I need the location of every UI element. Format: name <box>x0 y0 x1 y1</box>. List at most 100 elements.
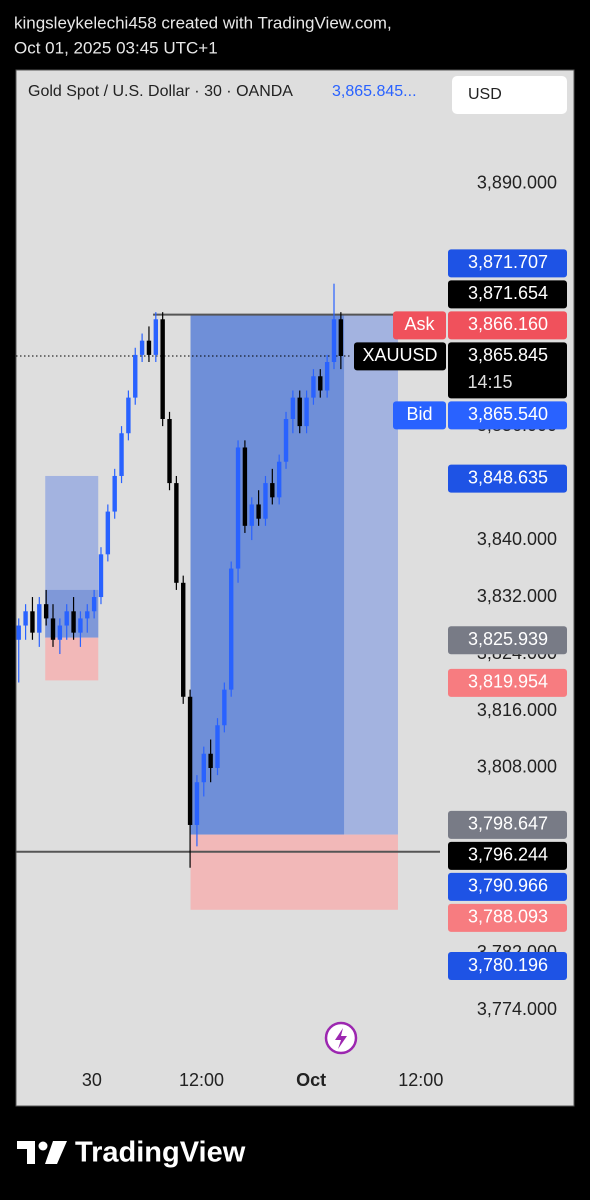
candle-body <box>105 511 111 555</box>
candle-body <box>57 625 63 640</box>
position-box <box>190 314 345 835</box>
price-tag-label: 3,819.954 <box>468 672 548 692</box>
price-tag-label: 3,788.093 <box>468 907 548 927</box>
last-price: 3,865.845... <box>332 83 417 100</box>
price-tag <box>448 401 567 430</box>
candle-body <box>30 611 35 633</box>
price-tag <box>448 810 567 839</box>
candle-body <box>78 618 83 633</box>
x-tick-label: 30 <box>82 1070 102 1090</box>
author-line: kingsleykelechi458 created with TradingV… <box>14 13 392 32</box>
tag-box <box>393 401 446 430</box>
logo-mark <box>45 1141 67 1164</box>
candle-body <box>311 376 316 398</box>
candle-body <box>85 611 90 619</box>
candle-body <box>256 504 261 519</box>
price-tag-label: 3,780.196 <box>468 955 548 975</box>
candle-body <box>263 483 268 519</box>
candle-body <box>331 319 337 363</box>
price-tag <box>448 668 567 697</box>
price-tag-label: 3,865.845 <box>468 345 548 365</box>
price-tag-label: 3,848.635 <box>468 467 548 487</box>
candle-body <box>290 397 296 419</box>
price-tag-label: 3,825.939 <box>468 629 548 649</box>
y-tick-label: 3,840.000 <box>477 529 557 549</box>
candle-body <box>304 397 309 427</box>
brand: TradingView <box>75 1137 246 1169</box>
price-tag <box>448 903 567 932</box>
candle-body <box>119 433 124 476</box>
candle-body <box>174 483 179 583</box>
candle-body <box>283 418 289 462</box>
candle-body <box>139 340 145 355</box>
candle-body <box>201 753 206 783</box>
price-tag-label: 3,798.647 <box>468 814 548 834</box>
tag-label: XAUUSD <box>362 345 437 365</box>
x-tick-label: Oct <box>296 1070 326 1090</box>
candle-body <box>222 689 227 726</box>
price-tag <box>448 626 567 655</box>
candle-body <box>318 376 323 391</box>
position-box <box>190 834 398 910</box>
candle-body <box>181 582 186 697</box>
plot: 3012:00Oct12:003,890.0003,856.0003,840.0… <box>16 173 567 1090</box>
price-tag <box>448 280 567 309</box>
candle-body <box>98 554 104 598</box>
y-tick-label: 3,816.000 <box>477 700 557 720</box>
candle-body <box>235 447 241 569</box>
candle-body <box>153 319 159 355</box>
price-tag-label: 3,866.160 <box>468 314 548 334</box>
candle-body <box>146 340 152 355</box>
candle-body <box>215 725 220 768</box>
price-tag <box>448 841 567 870</box>
y-tick-label: 3,808.000 <box>477 757 557 777</box>
currency-button[interactable] <box>452 76 567 114</box>
x-tick-label: 12:00 <box>179 1070 224 1090</box>
tag-label: Bid <box>406 404 432 424</box>
price-tag <box>448 342 567 399</box>
symbol: Gold Spot / U.S. Dollar · 30 · OANDA <box>28 83 293 100</box>
candle-body <box>160 319 165 419</box>
candle-body <box>16 625 21 640</box>
tag-label: Ask <box>404 314 435 334</box>
candle-body <box>112 475 117 512</box>
candle-body <box>43 604 49 619</box>
candle-body <box>187 696 193 825</box>
currency: USD <box>468 86 502 103</box>
candle-body <box>249 504 254 526</box>
price-tag-label: 3,865.540 <box>468 404 548 424</box>
price-tag <box>448 952 567 981</box>
price-tag <box>448 311 567 340</box>
candle-body <box>50 618 56 640</box>
y-tick-label: 3,774.000 <box>477 999 557 1019</box>
y-tick-label: 3,832.000 <box>477 586 557 606</box>
candle-body <box>133 354 138 398</box>
candle-body <box>242 447 248 526</box>
candle-body <box>208 753 213 768</box>
y-tick-label: 3,890.000 <box>477 173 557 193</box>
candle-body <box>126 397 131 434</box>
candle-body <box>324 362 330 391</box>
candle-body <box>276 461 282 498</box>
price-tag-label: 3,871.707 <box>468 252 548 272</box>
candle-body <box>167 418 172 484</box>
price-tag <box>448 249 567 278</box>
candle-body <box>338 319 344 356</box>
date-line: Oct 01, 2025 03:45 UTC+1 <box>14 38 218 57</box>
candle-body <box>23 611 28 626</box>
candle-body <box>194 782 200 825</box>
countdown: 14:15 <box>467 372 512 392</box>
price-tag-label: 3,796.244 <box>468 845 548 865</box>
lightning-glyph <box>335 1028 347 1049</box>
price-tag <box>448 464 567 493</box>
price-tag-label: 3,790.966 <box>468 876 548 896</box>
candle-body <box>64 611 69 626</box>
price-tag-label: 3,871.654 <box>468 283 548 303</box>
logo <box>17 1141 67 1164</box>
candle-body <box>91 597 97 612</box>
logo-mark <box>17 1141 35 1164</box>
price-tag <box>448 872 567 901</box>
candle-body <box>228 568 234 690</box>
